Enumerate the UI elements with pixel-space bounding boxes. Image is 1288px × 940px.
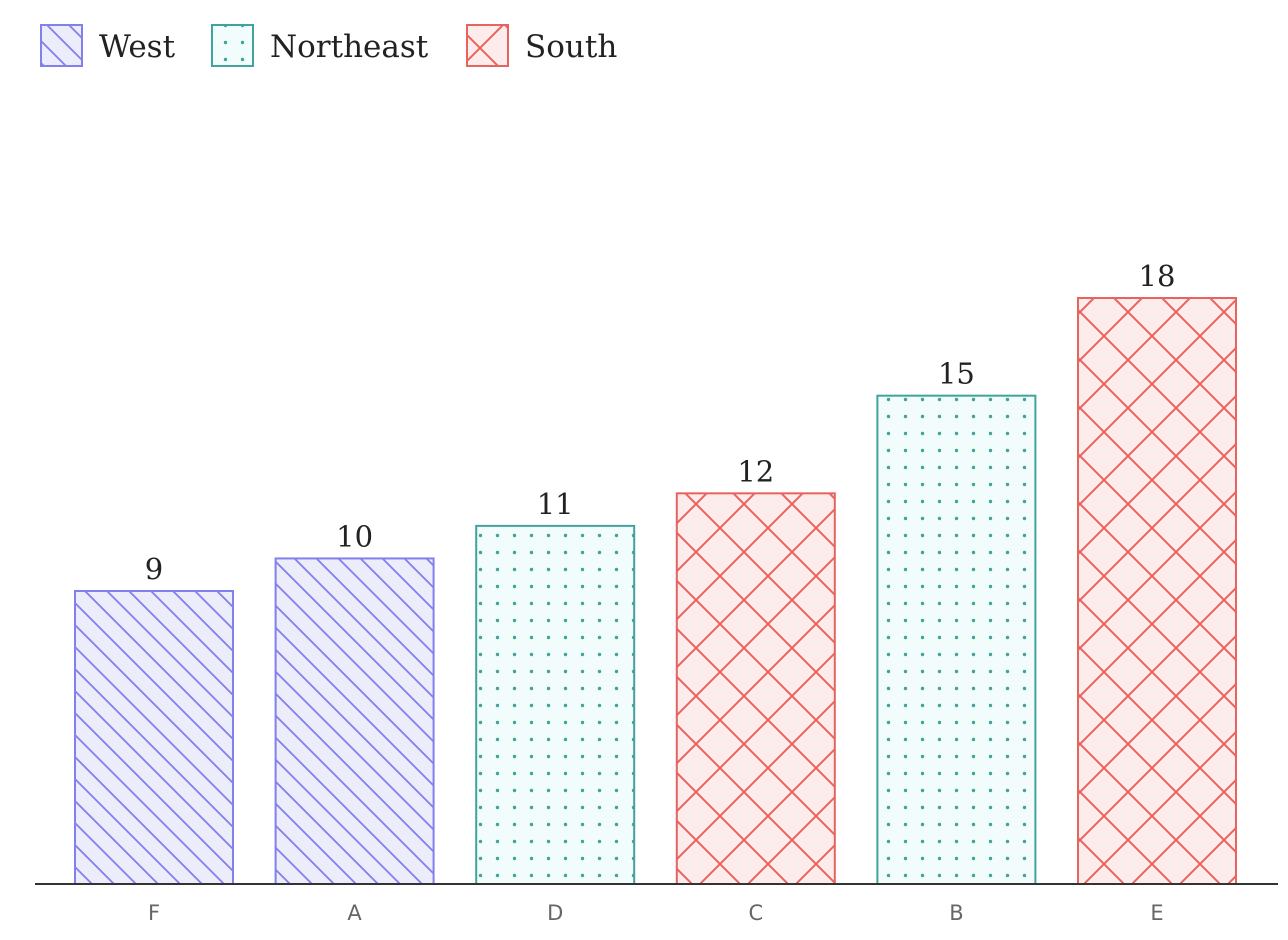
bar-a <box>274 557 435 885</box>
bar-d <box>475 524 636 886</box>
legend-item-south: South <box>466 24 617 67</box>
value-label-d: 11 <box>537 487 574 521</box>
bars <box>74 297 1237 886</box>
bar-b <box>876 394 1037 885</box>
legend-swatch-west <box>40 24 83 67</box>
legend-item-west: West <box>40 24 176 67</box>
legend-label-west: West <box>99 29 176 65</box>
tick-label-a: A <box>347 901 362 925</box>
value-label-c: 12 <box>737 454 774 488</box>
legend-item-northeast: Northeast <box>211 24 429 67</box>
tick-label-e: E <box>1150 901 1163 925</box>
legend-swatch-south <box>466 24 509 67</box>
value-label-a: 10 <box>336 519 373 553</box>
legend-label-northeast: Northeast <box>270 29 429 65</box>
value-label-e: 18 <box>1139 259 1176 293</box>
legend-label-south: South <box>525 29 617 65</box>
value-label-b: 15 <box>938 357 975 391</box>
legend-swatch-northeast <box>211 24 254 67</box>
bar-f <box>74 590 234 885</box>
tick-label-d: D <box>547 901 563 925</box>
tick-label-f: F <box>148 901 160 925</box>
bar-e <box>1077 297 1237 885</box>
tick-label-b: B <box>949 901 963 925</box>
legend: West Northeast South <box>40 24 617 67</box>
tick-label-c: C <box>748 901 763 925</box>
value-label-f: 9 <box>145 552 163 586</box>
value-labels: 9 10 11 12 15 18 <box>145 259 1176 586</box>
bar-c <box>675 492 836 885</box>
